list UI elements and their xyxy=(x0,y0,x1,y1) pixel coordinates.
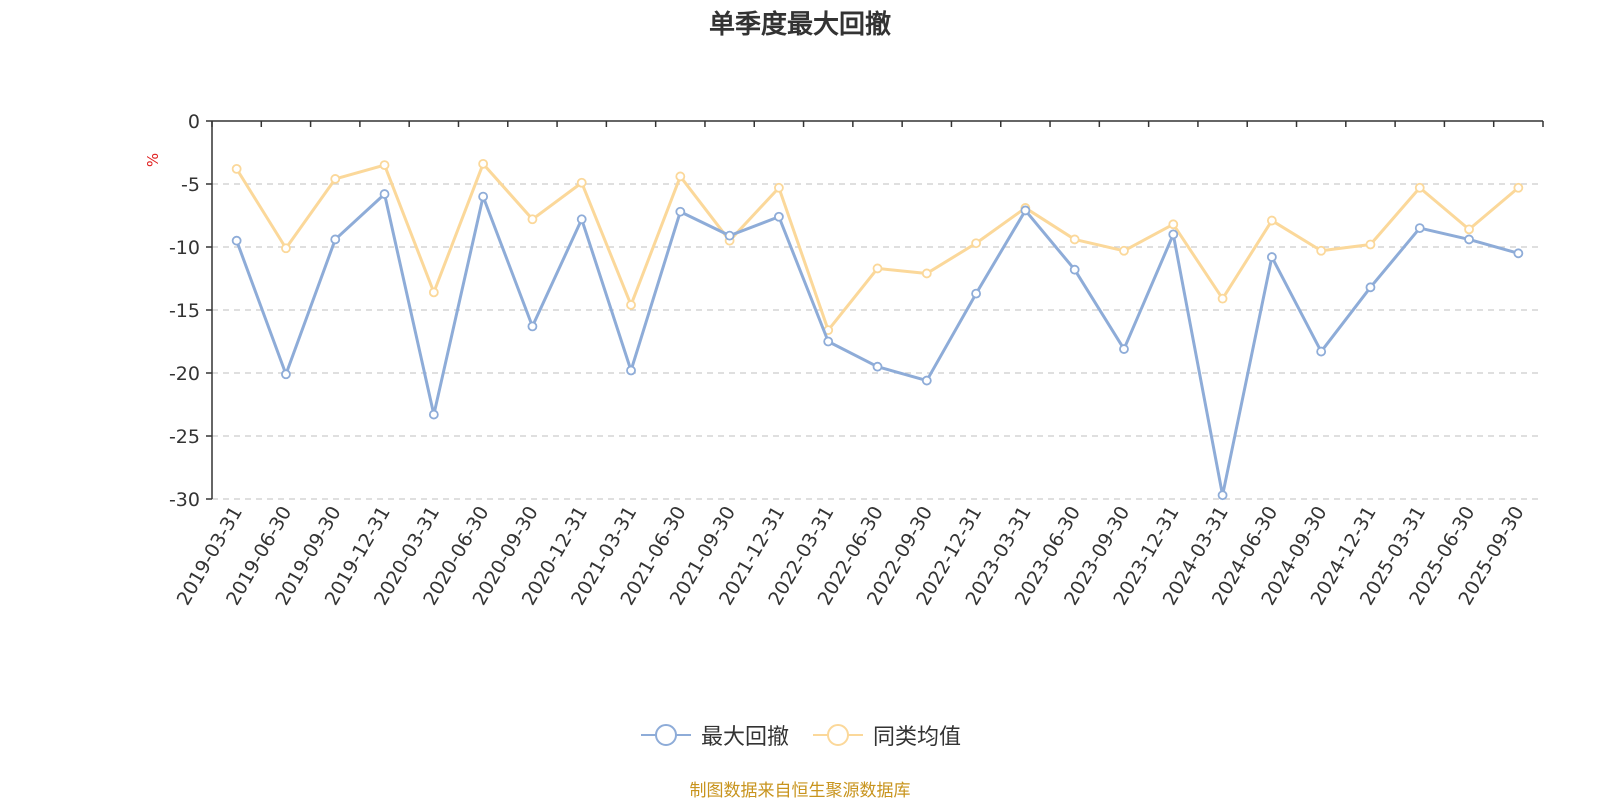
legend: 最大回撤 同类均值 xyxy=(0,719,1600,751)
data-point-series-1[interactable] xyxy=(1316,346,1327,357)
data-point-series-2[interactable] xyxy=(330,174,341,184)
data-point-series-2[interactable] xyxy=(921,268,932,279)
data-point-series-2[interactable] xyxy=(576,177,587,188)
data-point-series-2[interactable] xyxy=(478,158,489,169)
data-point-series-1[interactable] xyxy=(1365,282,1376,293)
data-point-series-1[interactable] xyxy=(921,375,932,386)
data-point-series-2[interactable] xyxy=(971,238,981,249)
data-point-series-1[interactable] xyxy=(527,321,538,332)
legend-line-circle-icon xyxy=(640,724,691,746)
data-point-series-1[interactable] xyxy=(428,409,439,420)
data-point-series-1[interactable] xyxy=(379,189,390,199)
data-point-series-2[interactable] xyxy=(1414,182,1425,193)
legend-label-series-2: 同类均值 xyxy=(873,725,962,750)
legend-item-series-1[interactable]: 最大回撤 xyxy=(639,719,789,751)
data-point-series-2[interactable] xyxy=(379,160,390,171)
data-point-series-2[interactable] xyxy=(774,182,784,193)
data-point-series-2[interactable] xyxy=(231,163,242,174)
data-point-series-2[interactable] xyxy=(1217,293,1228,304)
series-line-1 xyxy=(235,192,1519,497)
data-point-series-1[interactable] xyxy=(1513,248,1524,259)
legend-label-series-1: 最大回撤 xyxy=(700,725,789,750)
legend-item-series-2[interactable]: 同类均值 xyxy=(811,719,961,751)
data-point-series-2[interactable] xyxy=(428,287,439,298)
data-point-series-2[interactable] xyxy=(1365,239,1376,250)
y-tick-label: -20 xyxy=(169,363,200,385)
chart-title: 单季度最大回撤 xyxy=(708,10,891,40)
data-point-series-1[interactable] xyxy=(281,369,291,380)
y-tick-label: -10 xyxy=(169,237,200,259)
data-point-series-1[interactable] xyxy=(1414,223,1425,234)
data-point-series-1[interactable] xyxy=(872,361,883,372)
data-point-series-2[interactable] xyxy=(626,300,636,310)
data-point-series-1[interactable] xyxy=(675,206,686,217)
data-point-series-1[interactable] xyxy=(971,288,981,299)
data-point-series-1[interactable] xyxy=(1464,234,1474,245)
data-point-series-2[interactable] xyxy=(527,214,538,225)
y-axis-unit-label: % xyxy=(144,153,162,167)
y-tick-label: -15 xyxy=(169,300,200,322)
data-point-series-2[interactable] xyxy=(1069,234,1080,245)
data-point-series-1[interactable] xyxy=(1020,205,1031,216)
data-point-series-1[interactable] xyxy=(823,336,834,347)
data-point-series-1[interactable] xyxy=(478,191,489,202)
data-point-series-2[interactable] xyxy=(1316,245,1327,256)
data-point-series-2[interactable] xyxy=(1464,224,1474,235)
data-point-series-1[interactable] xyxy=(576,214,587,225)
data-point-series-1[interactable] xyxy=(1069,264,1080,275)
data-point-series-1[interactable] xyxy=(774,211,784,222)
data-point-series-2[interactable] xyxy=(675,171,686,182)
data-point-series-2[interactable] xyxy=(872,263,883,274)
data-point-series-2[interactable] xyxy=(1119,245,1129,256)
data-point-series-1[interactable] xyxy=(1168,229,1179,240)
y-tick-label: -30 xyxy=(169,489,200,511)
y-tick-label: 0 xyxy=(188,111,200,133)
grid-lines xyxy=(212,183,1543,500)
data-point-series-2[interactable] xyxy=(281,243,291,254)
axes: 0-5-10-15-20-25-302019-03-312019-06-3020… xyxy=(169,111,1544,609)
data-point-series-1[interactable] xyxy=(626,365,636,376)
data-point-series-1[interactable] xyxy=(1266,252,1277,262)
data-point-series-1[interactable] xyxy=(1217,490,1228,501)
data-point-series-2[interactable] xyxy=(1513,182,1524,193)
data-source-note: 制图数据来自恒生聚源数据库 xyxy=(689,781,911,801)
data-point-series-1[interactable] xyxy=(724,230,735,241)
y-tick-label: -5 xyxy=(181,174,200,196)
data-point-series-2[interactable] xyxy=(1266,215,1277,226)
y-tick-label: -25 xyxy=(169,426,200,448)
legend-line-circle-icon xyxy=(813,724,863,746)
data-point-series-1[interactable] xyxy=(1119,344,1129,354)
data-point-series-1[interactable] xyxy=(330,234,341,245)
series xyxy=(231,158,1524,501)
data-point-series-2[interactable] xyxy=(1168,219,1179,230)
data-point-series-1[interactable] xyxy=(231,235,242,246)
